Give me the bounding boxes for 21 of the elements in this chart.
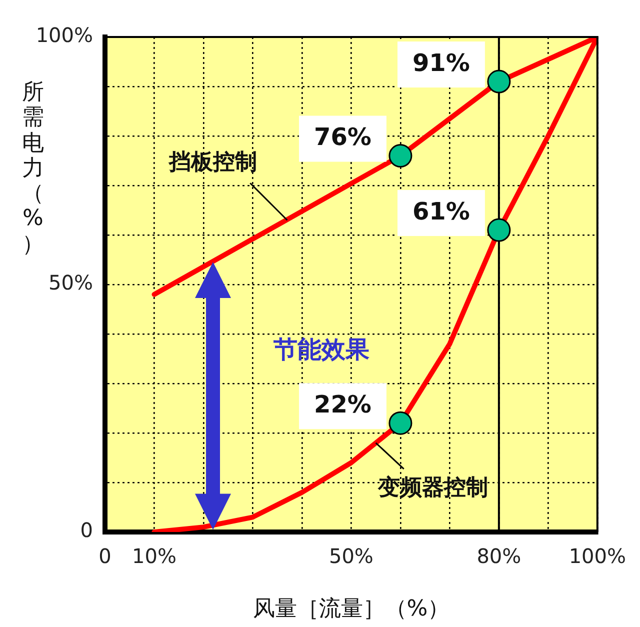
data-label: 91% xyxy=(412,48,470,77)
data-label: 76% xyxy=(314,123,372,152)
x-axis-title: 风量［流量］（%） xyxy=(252,596,450,622)
y-axis-title: 所需电力（%） xyxy=(21,80,45,258)
y-tick-label: 100% xyxy=(36,23,93,48)
point xyxy=(388,144,412,168)
data-label: 22% xyxy=(314,390,372,418)
point xyxy=(487,218,511,242)
x-tick-label: 0 xyxy=(98,544,112,568)
y-tick-label: 50% xyxy=(48,270,93,295)
x-tick-label: 50% xyxy=(328,544,374,568)
point xyxy=(487,70,511,94)
annotation: 节能效果 xyxy=(272,336,370,364)
x-tick-label: 10% xyxy=(132,544,176,568)
point xyxy=(388,411,412,435)
y-tick-label: 0 xyxy=(80,518,93,542)
x-tick-label: 100% xyxy=(568,544,626,568)
annotation: 变频器控制 xyxy=(376,474,488,501)
data-label: 61% xyxy=(412,197,470,226)
x-tick-label: 80% xyxy=(476,544,522,568)
annotation: 挡板控制 xyxy=(168,150,258,175)
